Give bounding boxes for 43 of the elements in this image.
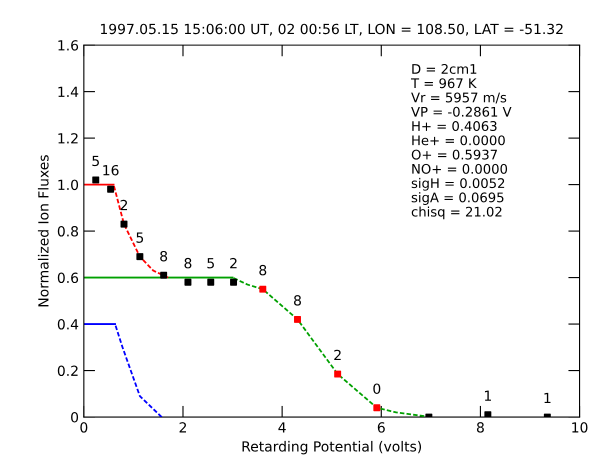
- annotation: 8: [294, 295, 301, 306]
- y-tick-label: 0.8: [58, 226, 78, 237]
- annotation: 5: [207, 258, 214, 268]
- annotation: T = 967 K: [410, 78, 477, 88]
- annotation: NO+ = 0.0000: [412, 164, 508, 174]
- x-tick-label: 8: [476, 422, 484, 433]
- annotation: 0: [373, 383, 380, 394]
- x-tick-label: 4: [278, 422, 286, 432]
- y-tick-label: 1.6: [58, 40, 78, 51]
- annotation: 5: [136, 232, 144, 243]
- annotation: sigH = 0.0052: [412, 178, 504, 191]
- y-tick-label: 0.6: [58, 272, 78, 284]
- annotation: O+ = 0.5937: [412, 150, 497, 160]
- annotation: sigA = 0.0695: [412, 192, 504, 205]
- annotation: 1: [544, 392, 550, 404]
- annotation: Vr = 5957 m/s: [411, 92, 506, 104]
- chart-title: 1997.05.15 15:06:00 UT, 02 00:56 LT, LON = 108.50, LAT = -51.32: [100, 24, 563, 36]
- y-tick-label: 0: [71, 412, 78, 423]
- y-tick-label: 1.0: [58, 180, 78, 190]
- annotation: chisq = 21.02: [412, 206, 502, 220]
- annotation: 2: [230, 258, 237, 268]
- y-tick-label: 0.2: [58, 366, 78, 376]
- annotation: 1: [484, 390, 491, 401]
- annotation: D = 2cm1: [412, 64, 476, 74]
- annotation: 5: [92, 156, 99, 166]
- y-tick-label: 1.2: [58, 133, 78, 144]
- annotation: He+ = 0.0000: [412, 135, 505, 146]
- annotation: 8: [259, 264, 266, 276]
- annotation: 8: [184, 258, 192, 268]
- annotation: VP = -0.2861 V: [411, 106, 512, 117]
- y-tick-label: 1.4: [58, 86, 78, 97]
- annotation: H+ = 0.4063: [412, 121, 497, 132]
- x-tick-label: 10: [572, 422, 588, 433]
- annotation: 2: [334, 350, 341, 360]
- x-axis-title: Retarding Potential (volts): [242, 440, 422, 454]
- annotation: 8: [160, 250, 168, 262]
- x-tick-label: 2: [180, 422, 186, 432]
- y-axis-title: Normalized Ion Fluxes: [38, 155, 49, 306]
- y-tick-label: 0.4: [58, 319, 78, 330]
- annotation: 16: [103, 164, 119, 176]
- annotation: 2: [120, 200, 128, 210]
- x-tick-label: 6: [378, 422, 385, 433]
- x-tick-label: 0: [80, 422, 88, 433]
